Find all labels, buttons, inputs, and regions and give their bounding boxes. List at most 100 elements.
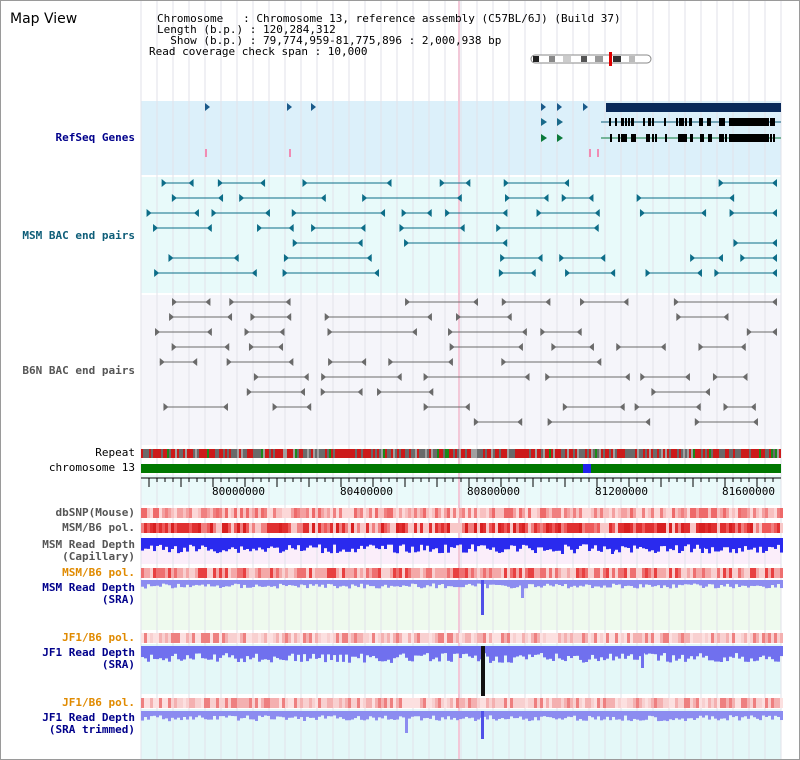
heat-mark	[627, 508, 630, 518]
repeat-mark	[357, 449, 359, 458]
depth-bar	[759, 646, 762, 658]
repeat-mark	[767, 449, 769, 458]
depth-bar	[270, 538, 273, 547]
heat-mark	[213, 568, 216, 578]
heat-mark	[270, 633, 273, 643]
depth-bar	[252, 580, 255, 587]
depth-bar	[360, 711, 363, 720]
heat-mark	[312, 568, 315, 578]
depth-bar	[306, 580, 309, 589]
heat-mark	[414, 523, 417, 533]
track-label-dbsnp[interactable]: dbSNP(Mouse)	[55, 506, 135, 519]
depth-bar	[180, 580, 183, 588]
track-label-msm-b6-pol-2[interactable]: MSM/B6 pol.	[62, 566, 135, 579]
refseq-exon	[652, 118, 654, 126]
depth-bar	[222, 711, 225, 717]
heat-mark	[645, 508, 648, 518]
depth-bar	[261, 711, 264, 718]
refseq-exon	[678, 134, 680, 142]
depth-bar	[522, 646, 525, 657]
refseq-exon	[665, 134, 667, 142]
msm-bac-pair	[536, 209, 542, 217]
depth-bar	[396, 646, 399, 658]
track-label-msm-b6-pol[interactable]: MSM/B6 pol.	[62, 521, 135, 534]
repeat-mark	[431, 449, 433, 458]
heat-mark	[765, 523, 768, 533]
repeat-mark	[759, 449, 761, 458]
heat-mark	[435, 633, 438, 643]
heat-mark	[690, 568, 693, 578]
depth-bar	[627, 538, 630, 548]
heat-mark	[687, 568, 690, 578]
track-label-msm-depth-capillary[interactable]: MSM Read Depth	[42, 538, 135, 551]
heat-mark	[588, 508, 591, 518]
repeat-mark	[257, 449, 259, 458]
repeat-mark	[755, 449, 757, 458]
heat-mark	[282, 508, 285, 518]
depth-bar	[306, 538, 309, 548]
depth-bar	[432, 646, 435, 660]
msm-bac-pair	[401, 209, 407, 217]
depth-bar	[552, 646, 555, 661]
track-label-jf1-depth-trimmed[interactable]: JF1 Read Depth	[42, 711, 135, 724]
heat-mark	[273, 633, 276, 643]
heat-mark	[537, 698, 540, 708]
track-label-b6n-bac[interactable]: B6N BAC end pairs	[22, 364, 135, 377]
track-label-refseq[interactable]: RefSeq Genes	[55, 131, 135, 144]
heat-mark	[624, 523, 627, 533]
repeat-mark	[653, 449, 655, 458]
heat-mark	[180, 523, 183, 533]
track-label-msm-depth-sra[interactable]: MSM Read Depth	[42, 581, 135, 594]
repeat-mark	[419, 449, 421, 458]
depth-bar	[513, 538, 516, 546]
heat-mark	[636, 523, 639, 533]
repeat-mark	[353, 449, 355, 458]
heat-mark	[252, 508, 255, 518]
repeat-mark	[733, 449, 735, 458]
refseq-arrow	[557, 118, 563, 126]
depth-bar	[366, 711, 369, 720]
depth-bar	[609, 646, 612, 654]
depth-bar	[327, 646, 330, 655]
b6n-bac-pair	[327, 328, 333, 336]
heat-mark	[744, 508, 747, 518]
repeat-mark	[221, 449, 223, 458]
heat-mark	[405, 633, 408, 643]
heat-mark	[285, 568, 288, 578]
depth-bar	[318, 538, 321, 545]
track-label-msm-bac[interactable]: MSM BAC end pairs	[22, 229, 135, 242]
depth-bar	[684, 711, 687, 722]
heat-mark	[522, 523, 525, 533]
depth-bar	[660, 711, 663, 721]
depth-bar	[597, 580, 600, 587]
heat-mark	[618, 508, 621, 518]
heat-mark	[735, 508, 738, 518]
depth-bar	[576, 580, 579, 588]
heat-mark	[615, 523, 618, 533]
depth-bar	[603, 580, 606, 586]
depth-bar	[450, 711, 453, 720]
depth-bar	[561, 646, 564, 660]
heat-mark	[678, 508, 681, 518]
track-label-jf1-b6-pol-2[interactable]: JF1/B6 pol.	[62, 696, 135, 709]
depth-bar	[384, 580, 387, 585]
depth-bar	[567, 538, 570, 547]
heat-mark	[624, 698, 627, 708]
heat-mark	[708, 633, 711, 643]
track-label-jf1-depth-sra[interactable]: JF1 Read Depth	[42, 646, 135, 659]
depth-bar	[324, 646, 327, 663]
track-label-jf1-b6-pol[interactable]: JF1/B6 pol.	[62, 631, 135, 644]
heat-mark	[606, 568, 609, 578]
track-label-repeat[interactable]: Repeat	[95, 446, 135, 459]
depth-bar	[717, 580, 720, 588]
refseq-exon	[702, 134, 704, 142]
b6n-bac-pair	[163, 403, 169, 411]
heat-mark	[579, 568, 582, 578]
depth-bar	[240, 580, 243, 589]
depth-bar	[429, 580, 432, 587]
depth-bar	[258, 580, 261, 587]
msm-bac-pair	[439, 179, 445, 187]
depth-bar	[486, 646, 489, 657]
heat-mark	[663, 508, 666, 518]
track-label-chromosome[interactable]: chromosome 13	[48, 461, 135, 474]
